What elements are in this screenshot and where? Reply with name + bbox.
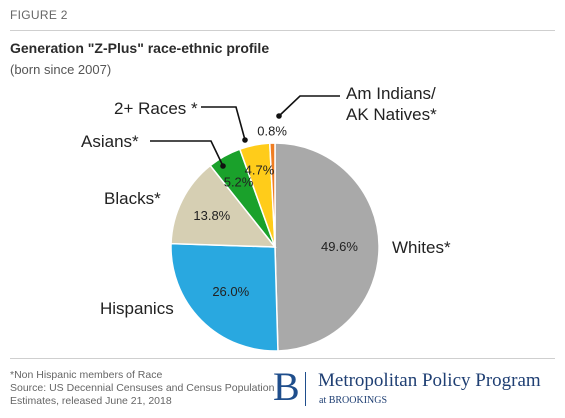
value-label-asians: 5.2% xyxy=(224,175,254,190)
value-label-whites: 49.6% xyxy=(321,239,358,254)
footnote: *Non Hispanic members of Race xyxy=(10,369,163,381)
category-label-hispanics: Hispanics xyxy=(100,299,174,318)
program-affiliation: at BROOKINGS xyxy=(319,395,388,406)
bottom-divider xyxy=(10,358,555,359)
leader-line-2-races-dot xyxy=(242,137,248,143)
chart-notes: *Non Hispanic members of Race Source: US… xyxy=(10,369,274,408)
program-name: Metropolitan Policy Program xyxy=(318,370,541,391)
leader-line-am-indians xyxy=(278,95,340,117)
chart-title: Generation "Z-Plus" race-ethnic profile xyxy=(10,40,270,56)
figure-label: FIGURE 2 xyxy=(10,8,68,22)
chart-subtitle: (born since 2007) xyxy=(10,62,112,77)
leader-line-asians xyxy=(150,140,224,167)
category-label-am-indians-ak-natives-line-1: Am Indians/ xyxy=(346,84,436,103)
leader-line-2-races xyxy=(201,106,246,141)
category-label-whites: Whites* xyxy=(392,238,451,257)
logo-divider xyxy=(305,372,306,406)
pie-slice-hispanics xyxy=(170,242,279,352)
pie-slice-am-indians-ak-natives xyxy=(268,142,276,248)
category-label-blacks: Blacks* xyxy=(104,189,161,208)
pie-chart: 49.6% 26.0% 13.8% 5.2%4.7% 0.8% Whites* Hispan… xyxy=(81,84,451,352)
pie-slice-blacks xyxy=(170,164,277,248)
category-label-asians: Asians* xyxy=(81,132,139,151)
value-label-blacks: 13.8% xyxy=(193,208,230,223)
pie-slice-whites xyxy=(274,142,380,352)
category-label-2-races: 2+ Races * xyxy=(114,99,198,118)
leader-line-am-indians-dot xyxy=(276,113,282,119)
top-divider xyxy=(10,30,555,31)
source-line-2: Estimates, released June 21, 2018 xyxy=(10,395,172,407)
value-label-am-indians-ak-natives: 0.8% xyxy=(257,124,287,139)
leader-line-asians-dot xyxy=(220,163,226,169)
brookings-logo-mark: B xyxy=(273,364,300,409)
source-line-1: Source: US Decennial Censuses and Census… xyxy=(10,382,275,394)
value-label-2-races: 4.7% xyxy=(245,162,275,177)
category-label-am-indians-ak-natives-line-2: AK Natives* xyxy=(346,105,437,124)
value-label-hispanics: 26.0% xyxy=(212,284,249,299)
